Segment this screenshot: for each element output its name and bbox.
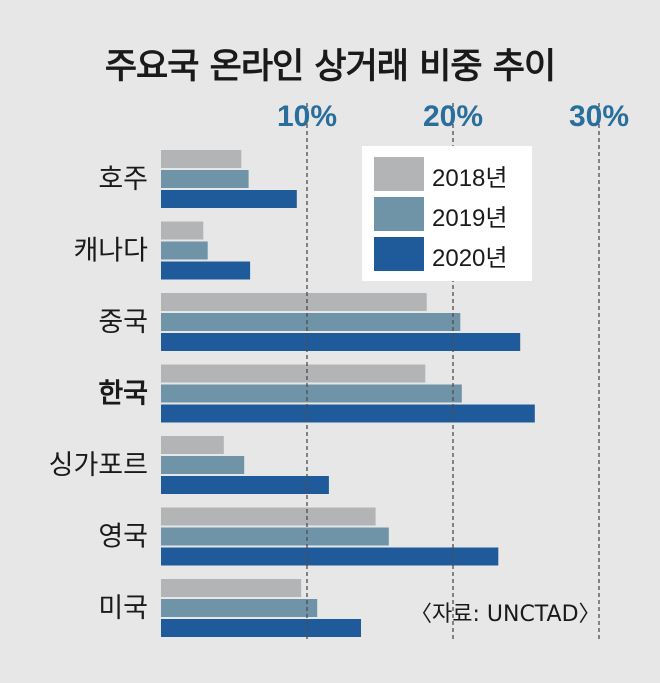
bar-1-3 (161, 293, 427, 311)
bar-3-7 (161, 619, 361, 637)
legend-label-2020: 2020년 (432, 245, 508, 272)
category-label: 한국 (98, 379, 148, 410)
bar-2-2 (161, 241, 208, 260)
bar-2-3 (161, 313, 461, 331)
legend-swatch-2019 (374, 197, 424, 231)
category-label: 캐나다 (73, 236, 148, 267)
category-label: 중국 (98, 307, 148, 338)
legend-label-2019: 2019년 (432, 205, 508, 232)
bar-1-7 (161, 579, 302, 597)
tick-label: 30% (569, 100, 629, 133)
category-label: 호주 (98, 164, 148, 195)
bar-1-5 (161, 436, 224, 454)
source-note: 〈자료: UNCTAD〉 (410, 602, 601, 627)
legend-swatch-2020 (374, 237, 424, 271)
category-label: 미국 (98, 593, 148, 624)
bar-3-3 (161, 333, 521, 351)
legend-item-2019: 2019년 (374, 195, 524, 233)
legend-swatch-2018 (374, 157, 424, 191)
legend-item-2018: 2018년 (374, 155, 524, 193)
bar-2-7 (161, 599, 318, 617)
bar-2-5 (161, 456, 245, 474)
bar-3-1 (161, 190, 297, 208)
bar-2-4 (161, 384, 462, 403)
bar-1-6 (161, 507, 376, 526)
bar-3-6 (161, 547, 499, 566)
category-label: 영국 (98, 522, 148, 553)
bar-1-4 (161, 364, 426, 383)
bar-3-4 (161, 404, 535, 423)
tick-label: 20% (423, 100, 483, 133)
bar-1-1 (161, 150, 242, 168)
chart-title: 주요국 온라인 상거래 비중 추이 (104, 47, 556, 87)
bar-3-2 (161, 261, 251, 280)
bar-1-2 (161, 221, 204, 240)
legend: 2018년 2019년 2020년 (362, 146, 532, 281)
legend-label-2018: 2018년 (432, 165, 508, 192)
legend-item-2020: 2020년 (374, 235, 524, 273)
bar-3-5 (161, 476, 329, 494)
tick-label: 10% (277, 100, 337, 133)
category-label: 싱가포르 (49, 450, 148, 481)
bar-2-1 (161, 170, 249, 188)
bar-2-6 (161, 527, 389, 546)
